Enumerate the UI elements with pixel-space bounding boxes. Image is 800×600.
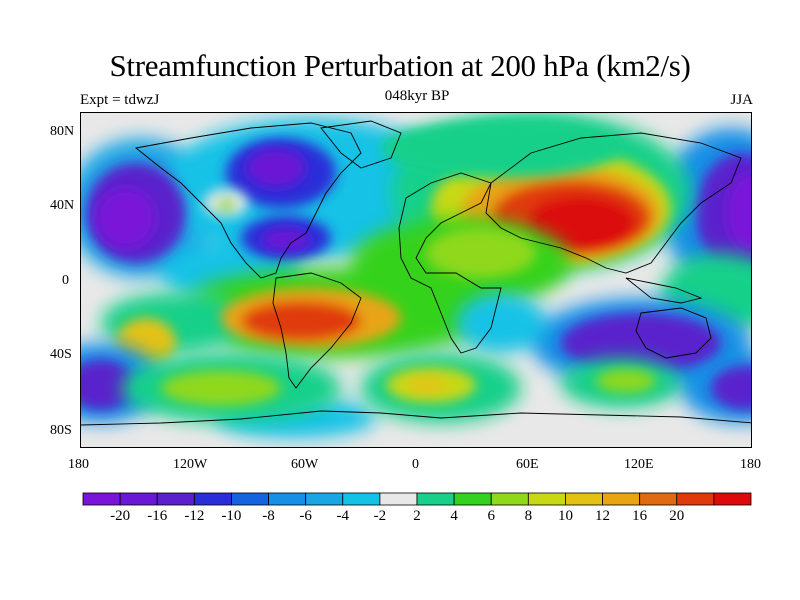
colorbar-swatch — [268, 492, 307, 506]
colorbar-swatch — [231, 492, 269, 506]
colorbar — [82, 492, 752, 511]
season-label: JJA — [730, 92, 753, 108]
colorbar-label: -4 — [336, 508, 350, 524]
plot-title: Streamfunction Perturbation at 200 hPa (… — [109, 48, 691, 83]
streamfunction-map — [80, 112, 752, 448]
colorbar-swatch — [676, 492, 715, 506]
lon-label-0: 0 — [412, 457, 419, 472]
colorbar-label: -16 — [147, 508, 168, 524]
colorbar-swatch — [602, 492, 641, 506]
map-svg — [81, 113, 751, 447]
colorbar-swatch — [527, 492, 566, 506]
lon-label-180w: 180 — [68, 457, 89, 472]
experiment-label: Expt = tdwzJ — [80, 92, 160, 108]
colorbar-label: -12 — [184, 508, 205, 524]
colorbar-label: 8 — [524, 508, 533, 524]
lon-label-180e: 180 — [740, 457, 761, 472]
colorbar-label: -20 — [110, 508, 131, 524]
lon-label-60e: 60E — [516, 457, 539, 472]
colorbar-swatch — [379, 492, 418, 506]
colorbar-swatch — [193, 492, 232, 506]
lat-label-80s: 80S — [50, 423, 72, 438]
colorbar-svg — [82, 492, 752, 506]
colorbar-swatch — [565, 492, 603, 506]
colorbar-swatch — [156, 492, 195, 506]
colorbar-label: 16 — [632, 508, 648, 524]
colorbar-label: 4 — [450, 508, 458, 524]
lat-label-40n: 40N — [50, 198, 75, 213]
colorbar-swatch — [453, 492, 492, 506]
colorbar-label: -10 — [221, 508, 242, 524]
colorbar-label: -6 — [299, 508, 312, 524]
time-label: 048kyr BP — [384, 88, 450, 104]
coastlines — [81, 120, 751, 426]
colorbar-swatch — [416, 492, 455, 506]
colorbar-label: 2 — [413, 508, 421, 524]
lon-label-60w: 60W — [291, 457, 319, 472]
colorbar-label: 20 — [669, 508, 685, 524]
lat-label-40s: 40S — [50, 347, 72, 362]
colorbar-swatch — [342, 492, 381, 506]
lat-label-eq: 0 — [62, 273, 69, 288]
colorbar-swatch — [713, 492, 752, 506]
lon-label-120e: 120E — [624, 457, 654, 472]
colorbar-label: -2 — [373, 508, 387, 524]
field-fill — [81, 113, 751, 438]
colorbar-swatch — [119, 492, 158, 506]
colorbar-swatch — [82, 492, 121, 506]
colorbar-swatch — [639, 492, 678, 506]
lat-label-80n: 80N — [50, 124, 75, 139]
colorbar-swatch — [490, 492, 529, 506]
colorbar-label: 10 — [557, 508, 573, 524]
colorbar-label: 6 — [487, 508, 495, 524]
colorbar-swatch — [305, 492, 344, 506]
lon-label-120w: 120W — [173, 457, 208, 472]
colorbar-label: -8 — [262, 508, 275, 524]
colorbar-label: 12 — [595, 508, 611, 524]
